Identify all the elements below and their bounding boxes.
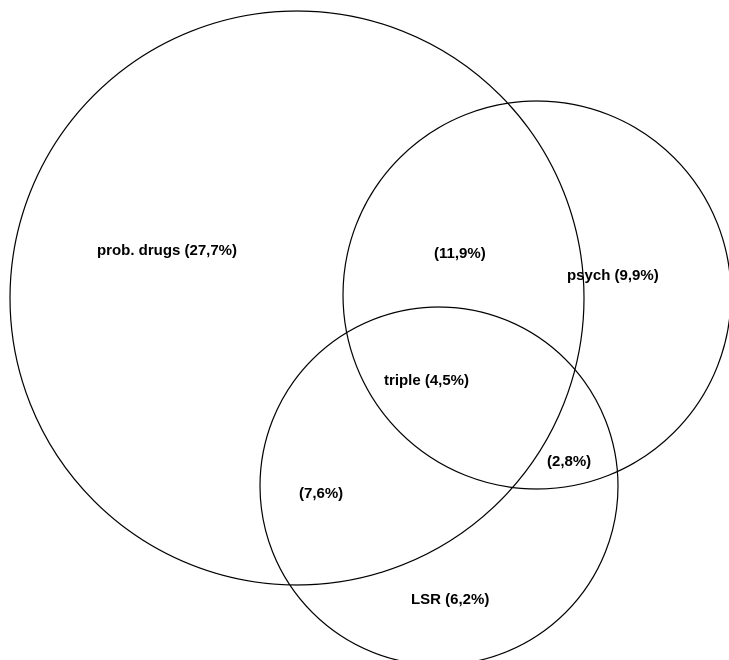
label-psych: psych (9,9%): [567, 267, 659, 284]
circle-lsr: [259, 306, 619, 660]
circle-psych: [342, 100, 729, 490]
label-triple-overlap: triple (4,5%): [384, 372, 469, 389]
label-psych-lsr-overlap: (2,8%): [547, 453, 591, 470]
circle-prob-drugs: [9, 10, 585, 586]
label-lsr: LSR (6,2%): [411, 591, 489, 608]
label-prob-drugs-psych-overlap: (11,9%): [434, 245, 486, 262]
label-prob-drugs-lsr-overlap: (7,6%): [299, 485, 343, 502]
label-prob-drugs: prob. drugs (27,7%): [97, 242, 237, 259]
